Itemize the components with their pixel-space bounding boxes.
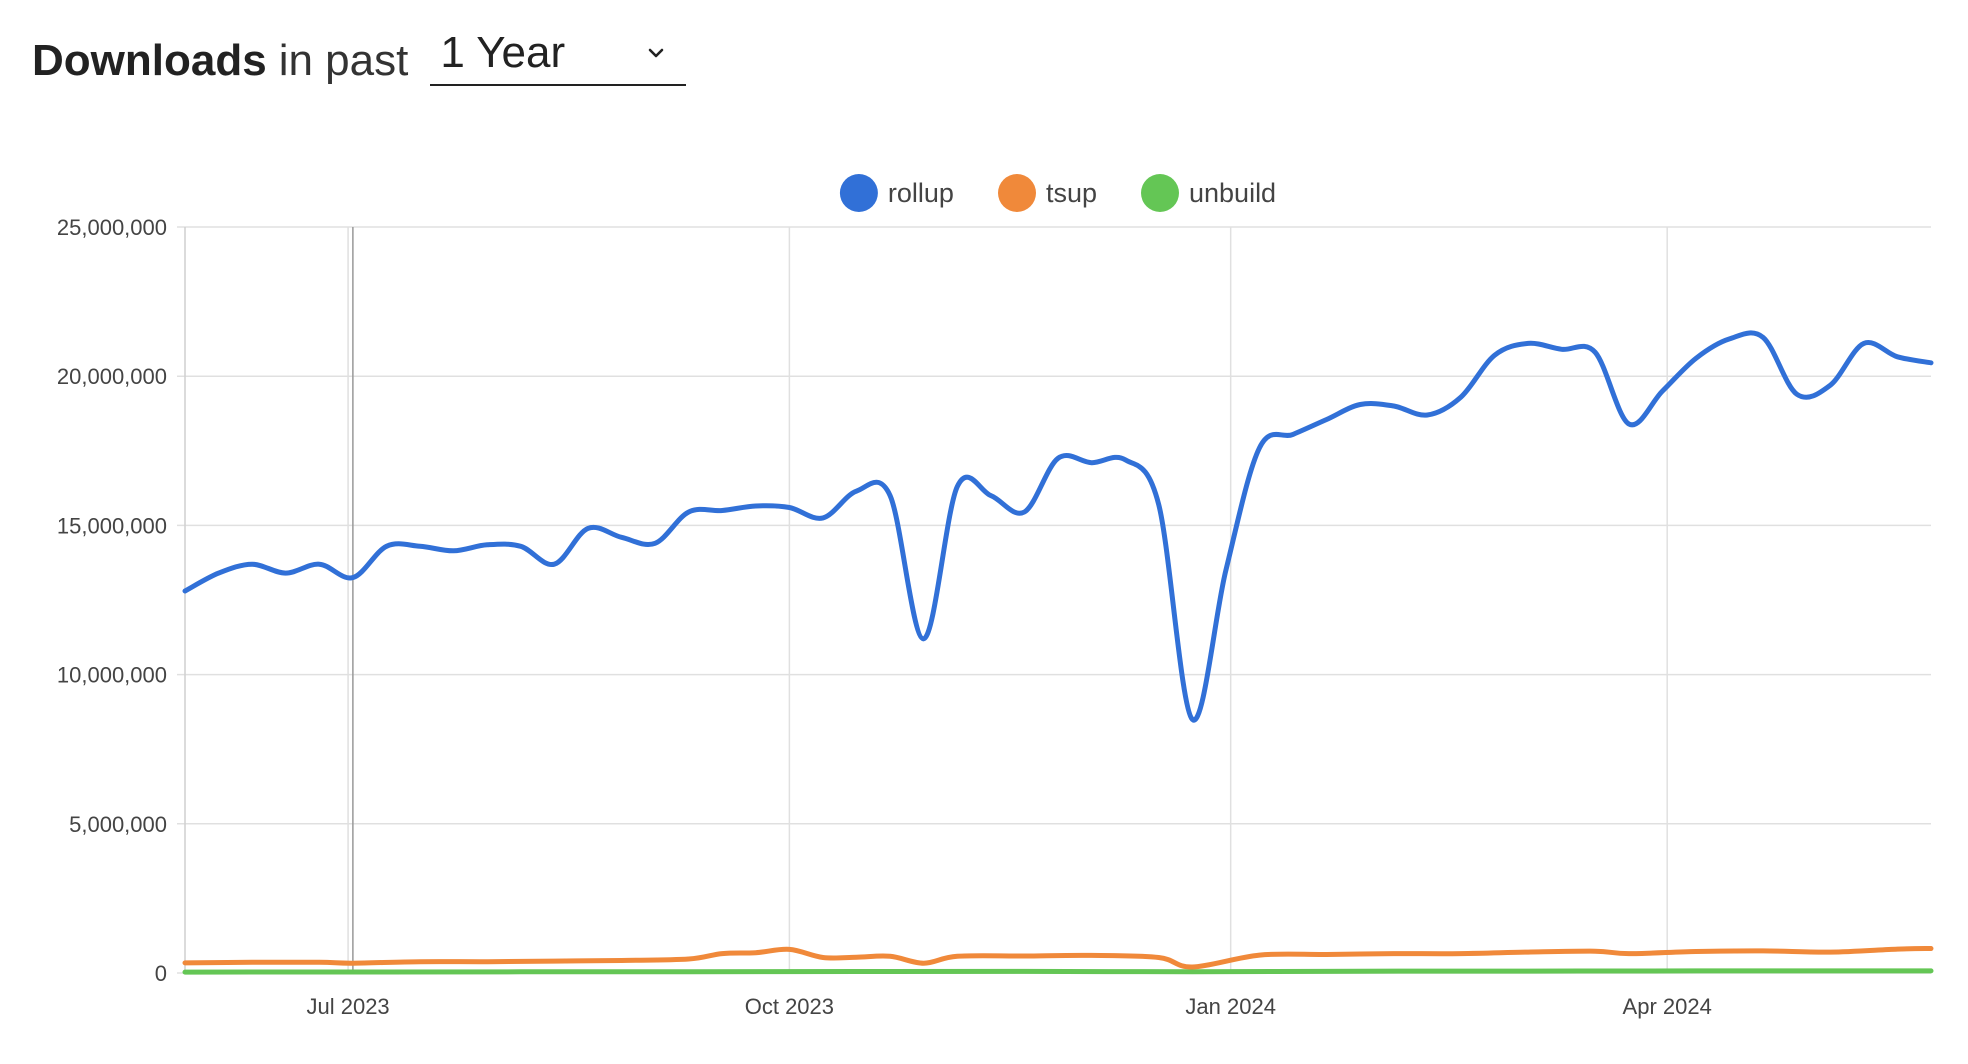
y-tick-label: 10,000,000 bbox=[57, 663, 167, 688]
legend-item-tsup[interactable]: tsup bbox=[998, 174, 1097, 212]
downloads-title: Downloads bbox=[32, 36, 267, 85]
legend-swatch-rollup bbox=[839, 174, 878, 212]
legend-item-rollup[interactable]: rollup bbox=[839, 174, 954, 212]
legend-swatch-unbuild bbox=[1141, 174, 1179, 212]
axes: 0 5,000,000 10,000,000 15,000,000 20,000,000… bbox=[57, 215, 1712, 1019]
x-tick-label: Oct 2023 bbox=[745, 994, 834, 1019]
downloads-subtitle: in past bbox=[278, 36, 409, 85]
gridlines bbox=[177, 226, 1931, 974]
y-tick-label: 15,000,000 bbox=[57, 513, 167, 538]
series-line-tsup[interactable] bbox=[182, 946, 1934, 970]
legend-item-unbuild[interactable]: unbuild bbox=[1141, 174, 1276, 212]
series-line-rollup[interactable] bbox=[182, 330, 1934, 723]
legend-label-tsup: tsup bbox=[1046, 178, 1097, 208]
legend-label-rollup: rollup bbox=[888, 178, 954, 208]
x-tick-label: Jan 2024 bbox=[1185, 994, 1276, 1019]
legend: rollup tsup unbuild bbox=[839, 174, 1276, 212]
legend-swatch-tsup bbox=[998, 174, 1036, 212]
chevron-down-icon bbox=[649, 48, 664, 58]
x-tick-label: Jul 2023 bbox=[306, 994, 389, 1019]
y-tick-label: 0 bbox=[155, 961, 167, 986]
x-tick-label: Apr 2024 bbox=[1623, 994, 1712, 1019]
series-lines bbox=[182, 330, 1934, 975]
y-tick-label: 20,000,000 bbox=[57, 364, 167, 389]
y-tick-label: 5,000,000 bbox=[69, 812, 167, 837]
time-range-select[interactable]: 1 Year bbox=[430, 22, 687, 86]
series-line-unbuild[interactable] bbox=[182, 968, 1934, 975]
downloads-header: Downloads in past 1 Year bbox=[32, 22, 687, 86]
legend-label-unbuild: unbuild bbox=[1189, 178, 1276, 208]
time-range-value: 1 Year bbox=[440, 28, 566, 77]
y-tick-label: 25,000,000 bbox=[57, 215, 167, 240]
